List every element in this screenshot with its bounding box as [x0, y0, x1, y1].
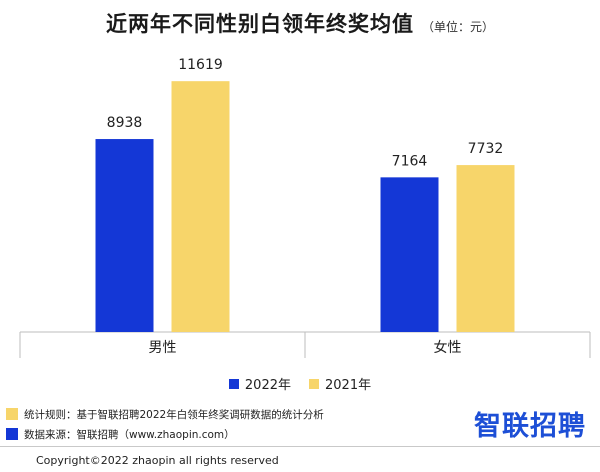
- brand-logo: 智联招聘: [474, 411, 586, 442]
- legend-label-2022: 2022年: [244, 378, 291, 393]
- footer-divider: [0, 446, 600, 447]
- legend-swatch-yellow: [309, 378, 319, 389]
- category-label: 女性: [434, 339, 462, 356]
- note-rule-text: 统计规则：基于智联招聘2022年白领年终奖调研数据的统计分析: [24, 408, 324, 421]
- bar-0-0: [95, 139, 154, 332]
- bar-1-0: [380, 177, 439, 332]
- data-label: 11619: [178, 57, 223, 73]
- legend-swatch-blue: [228, 378, 239, 389]
- data-label: 7164: [392, 153, 428, 169]
- note-swatch-yellow: [6, 408, 18, 420]
- note-source: 数据来源：智联招聘（www.zhaopin.com）: [6, 426, 235, 442]
- chart-title: 近两年不同性别白领年终奖均值: [105, 12, 414, 36]
- data-label: 8938: [107, 115, 143, 131]
- legend-item-2022: 2022年: [228, 374, 291, 393]
- chart-legend: 2022年 2021年: [0, 374, 600, 393]
- copyright-text: Copyright©2022 zhaopin all rights reserv…: [36, 454, 279, 467]
- chart-title-row: 近两年不同性别白领年终奖均值 （单位：元）: [0, 8, 600, 42]
- bar-1-1: [456, 165, 515, 332]
- bar-0-1: [171, 81, 230, 332]
- bar-chart: 8938 11619 男性 7164 7732 女性: [19, 57, 591, 358]
- unit-label: （单位：元）: [421, 20, 494, 34]
- note-rule: 统计规则：基于智联招聘2022年白领年终奖调研数据的统计分析: [6, 406, 324, 422]
- legend-item-2021: 2021年: [309, 374, 371, 393]
- category-label: 男性: [149, 340, 177, 356]
- note-source-text: 数据来源：智联招聘（www.zhaopin.com）: [24, 428, 235, 441]
- data-label: 7732: [468, 141, 504, 157]
- note-swatch-blue: [6, 428, 18, 440]
- legend-label-2021: 2021年: [325, 378, 372, 393]
